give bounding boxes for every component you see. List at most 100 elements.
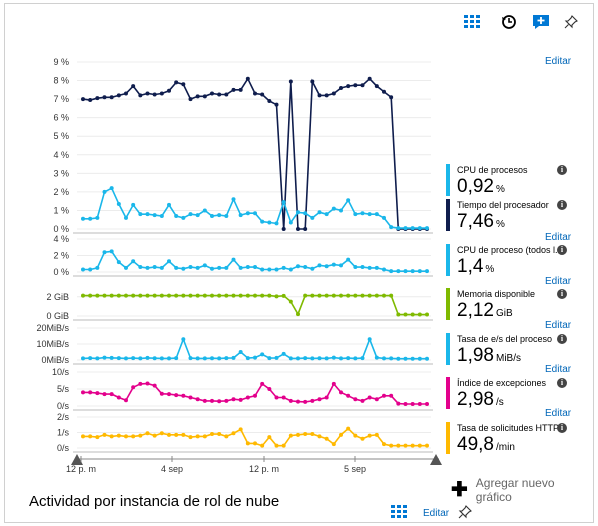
info-icon[interactable]: i xyxy=(557,378,567,388)
metric-number: 0,92 xyxy=(457,176,494,197)
history-icon[interactable] xyxy=(499,12,519,32)
metric-name: CPU de proceso (todos l... xyxy=(457,245,563,255)
data-point xyxy=(181,215,186,220)
data-point xyxy=(425,312,429,317)
metric-name: Tasa de e/s del proceso xyxy=(457,334,553,344)
data-point xyxy=(109,186,114,191)
data-point xyxy=(109,249,114,254)
data-point xyxy=(281,351,286,356)
data-point xyxy=(331,293,336,298)
edit-link[interactable]: Editar xyxy=(545,364,572,375)
data-point xyxy=(88,434,93,439)
data-point xyxy=(152,92,157,97)
data-point xyxy=(224,265,229,270)
data-point xyxy=(396,269,401,274)
data-point xyxy=(195,397,200,402)
metric-unit: MiB/s xyxy=(495,353,521,364)
add-chart-label: Agregar nuevo gráfico xyxy=(475,476,555,504)
edit-link[interactable]: Editar xyxy=(545,56,572,67)
data-point xyxy=(324,93,329,98)
data-point xyxy=(310,398,315,403)
data-point xyxy=(145,355,150,360)
grid-icon[interactable] xyxy=(389,502,409,522)
data-point xyxy=(317,93,322,98)
data-point xyxy=(210,266,214,271)
data-point xyxy=(324,436,329,441)
info-icon[interactable]: i xyxy=(557,200,567,210)
data-point xyxy=(296,432,300,437)
data-point xyxy=(317,434,322,439)
data-point xyxy=(360,356,365,361)
data-point xyxy=(181,432,186,437)
grid-icon[interactable] xyxy=(462,12,482,32)
y-tick-label: 5/s xyxy=(57,384,70,394)
metric-value: 2,12 GiB xyxy=(457,300,513,322)
data-point xyxy=(303,399,308,404)
y-tick-label: 10MiB/s xyxy=(36,339,69,349)
data-point xyxy=(410,226,415,231)
edit-link[interactable]: Editar xyxy=(545,276,572,287)
data-point xyxy=(210,214,214,219)
data-point xyxy=(324,395,329,400)
data-point xyxy=(131,293,136,298)
data-point xyxy=(396,356,401,361)
data-point xyxy=(274,294,279,299)
metric-color-bar xyxy=(446,244,450,276)
data-point xyxy=(274,395,279,400)
metric-unit: /s xyxy=(495,397,504,408)
data-point xyxy=(303,356,308,361)
pin-icon[interactable] xyxy=(455,502,475,522)
data-point xyxy=(102,432,107,437)
edit-link[interactable]: Editar xyxy=(545,232,572,243)
y-tick-label: 3 % xyxy=(53,168,69,178)
y-tick-label: 2/s xyxy=(57,412,70,422)
data-point xyxy=(403,401,408,406)
y-tick-label: 0/s xyxy=(57,401,70,411)
data-point xyxy=(317,210,322,215)
data-point xyxy=(109,95,114,100)
y-tick-label: 4 % xyxy=(53,150,69,160)
data-point xyxy=(382,215,386,220)
data-point xyxy=(81,293,85,298)
bottom-edit-link[interactable]: Editar xyxy=(423,508,450,519)
data-point xyxy=(288,79,293,84)
metric-unit: % xyxy=(495,184,505,195)
data-point xyxy=(174,432,179,437)
y-tick-label: 2 % xyxy=(53,187,69,197)
data-point xyxy=(88,267,93,272)
data-point xyxy=(131,385,136,390)
data-point xyxy=(81,390,85,395)
data-point xyxy=(317,356,322,361)
data-point xyxy=(195,293,200,298)
data-point xyxy=(274,221,279,226)
data-point xyxy=(288,267,293,272)
data-point xyxy=(367,212,372,217)
metric-unit: /min xyxy=(495,442,515,453)
data-point xyxy=(238,397,243,402)
y-tick-label: 7 % xyxy=(53,94,69,104)
metric-value: 7,46% xyxy=(457,211,505,233)
info-icon[interactable]: i xyxy=(557,334,567,344)
data-point xyxy=(331,91,336,96)
data-point xyxy=(181,293,186,298)
data-point xyxy=(245,265,250,270)
info-icon[interactable]: i xyxy=(557,165,567,175)
data-point xyxy=(145,293,150,298)
pin-icon[interactable] xyxy=(561,12,581,32)
add-chart-button[interactable]: ✚ Agregar nuevo gráfico xyxy=(451,476,593,504)
data-point xyxy=(310,432,315,437)
add-comment-icon[interactable] xyxy=(531,12,551,32)
data-point xyxy=(274,102,279,107)
data-point xyxy=(339,432,343,437)
data-point xyxy=(202,208,207,213)
y-tick-label: 6 % xyxy=(53,113,69,123)
data-point xyxy=(353,356,358,361)
info-icon[interactable]: i xyxy=(557,289,567,299)
data-point xyxy=(81,434,85,439)
y-tick-label: 1 % xyxy=(53,205,69,215)
edit-link[interactable]: Editar xyxy=(545,320,572,331)
info-icon[interactable]: i xyxy=(557,245,567,255)
info-icon[interactable]: i xyxy=(557,423,567,433)
edit-link[interactable]: Editar xyxy=(545,408,572,419)
data-point xyxy=(382,393,386,398)
